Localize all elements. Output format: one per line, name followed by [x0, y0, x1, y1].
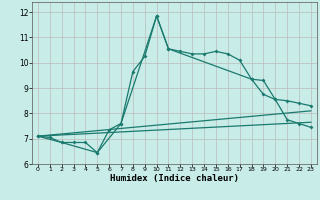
X-axis label: Humidex (Indice chaleur): Humidex (Indice chaleur): [110, 174, 239, 183]
